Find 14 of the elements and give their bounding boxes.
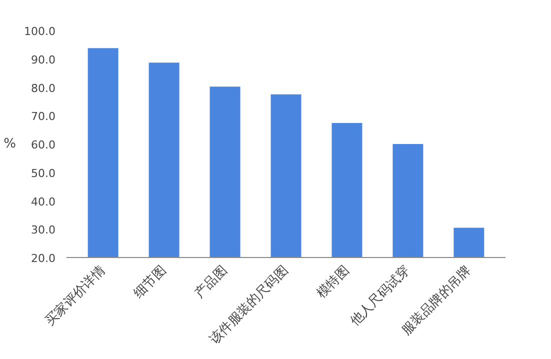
y-tick-label: 80.0 [31, 82, 56, 95]
x-tick-label: 细节图 [131, 263, 170, 302]
y-tick-label: 100.0 [24, 25, 56, 38]
y-axis-title: % [4, 136, 16, 152]
y-tick-label: 70.0 [31, 110, 56, 124]
y-tick-label: 30.0 [31, 224, 56, 237]
y-tick-label: 40.0 [31, 195, 56, 208]
x-tick-label: 产品图 [192, 263, 230, 302]
x-tick-label: 买家评价详情 [42, 262, 108, 329]
x-tick-label: 模特图 [314, 263, 352, 302]
y-tick-label: 60.0 [31, 138, 56, 152]
y-tick-label: 20.0 [31, 252, 56, 265]
y-tick-label: 50.0 [31, 166, 56, 180]
y-tick-label: 90.0 [31, 53, 56, 66]
